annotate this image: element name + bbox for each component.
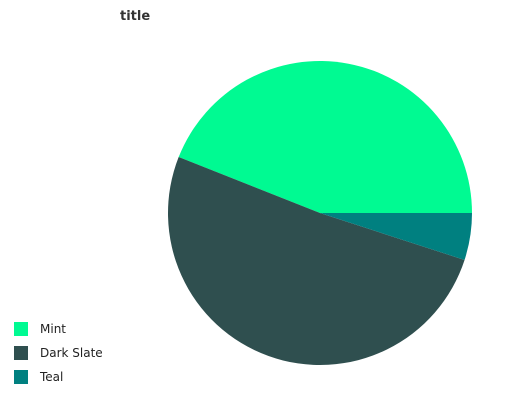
legend-item: Mint (14, 322, 103, 336)
pie-slice-dark-slate (167, 157, 465, 366)
legend-swatch (14, 346, 28, 360)
legend-swatch (14, 370, 28, 384)
legend: Mint Dark Slate Teal (14, 322, 103, 394)
legend-item: Dark Slate (14, 346, 103, 360)
legend-label: Mint (40, 322, 66, 336)
legend-label: Teal (40, 370, 64, 384)
legend-label: Dark Slate (40, 346, 103, 360)
pie-slice-mint (178, 60, 472, 213)
pie-slice-teal (320, 213, 472, 260)
chart-title: title (120, 9, 151, 24)
legend-swatch (14, 322, 28, 336)
legend-item: Teal (14, 370, 103, 384)
